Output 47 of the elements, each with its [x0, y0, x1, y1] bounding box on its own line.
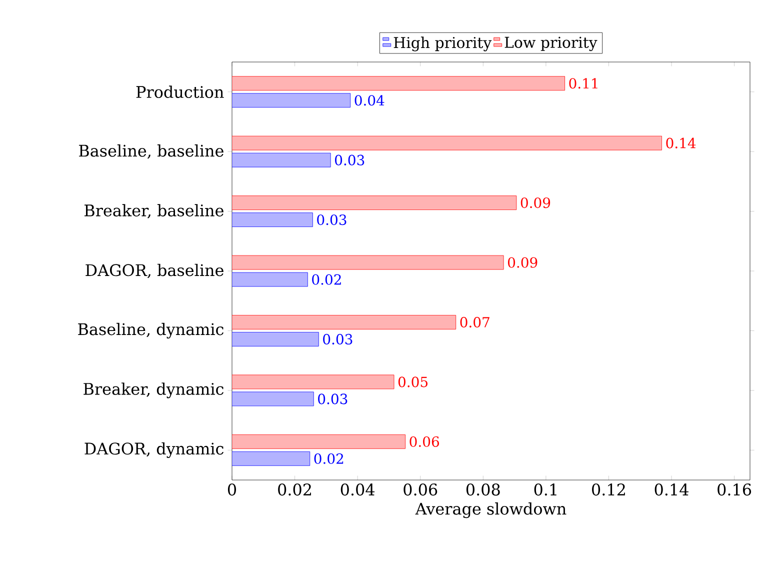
data-label: 0.14 — [666, 138, 696, 148]
bar — [232, 392, 314, 406]
y-tick-label: DAGOR, dynamic — [84, 442, 224, 458]
bar — [232, 434, 406, 449]
data-label: 0.09 — [520, 198, 550, 208]
legend-label: High priority — [394, 36, 492, 52]
x-tick-label: 0.04 — [340, 484, 375, 496]
data-label: 0.09 — [508, 257, 538, 268]
data-label: 0.06 — [410, 436, 439, 447]
x-tick-label: 0.1 — [534, 484, 556, 496]
x-axis-title: Average slowdown — [415, 502, 566, 518]
y-tick-label: Baseline, dynamic — [78, 322, 224, 339]
y-tick-label: Breaker, baseline — [84, 204, 224, 218]
y-tick-label: Baseline, baseline — [79, 144, 224, 159]
bar — [232, 212, 313, 227]
bar — [232, 196, 517, 210]
bar — [232, 315, 456, 330]
bar — [232, 93, 351, 108]
data-label: 0.03 — [335, 154, 364, 166]
x-tick-label: 0.06 — [404, 484, 438, 496]
x-tick-label: 0 — [228, 484, 236, 496]
bar — [232, 332, 319, 346]
data-label: 0.04 — [354, 95, 384, 106]
bar — [232, 374, 394, 390]
bar — [232, 451, 310, 466]
data-label: 0.11 — [569, 78, 598, 89]
bar — [232, 136, 662, 150]
y-tick-label: Breaker, dynamic — [84, 382, 224, 398]
data-label: 0.05 — [398, 376, 428, 388]
bar — [232, 152, 331, 168]
legend-label: Low priority — [504, 36, 598, 52]
data-label: 0.03 — [318, 394, 348, 404]
x-tick-label: 0.08 — [466, 484, 500, 496]
data-label: 0.02 — [312, 274, 341, 285]
data-label: 0.03 — [323, 334, 352, 344]
bar — [232, 76, 565, 91]
data-label: 0.03 — [317, 214, 346, 226]
x-tick-label: 0.02 — [278, 484, 311, 496]
data-label: 0.07 — [460, 316, 490, 328]
x-tick-label: 0.16 — [718, 484, 752, 496]
data-label: 0.02 — [314, 453, 344, 464]
bar — [232, 272, 308, 287]
y-tick-label: Production — [136, 86, 224, 98]
y-tick-label: DAGOR, baseline — [86, 264, 224, 278]
x-tick-label: 0.12 — [592, 484, 625, 496]
x-tick-label: 0.14 — [654, 484, 688, 496]
bar — [232, 255, 504, 270]
